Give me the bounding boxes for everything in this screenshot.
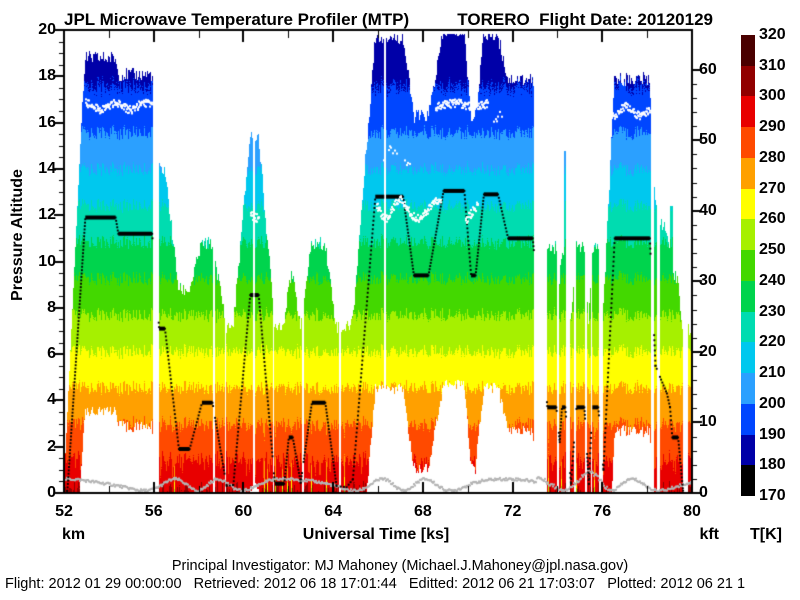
colorbar-tick-label: 220 bbox=[759, 333, 786, 351]
colorbar-segment bbox=[741, 127, 755, 158]
y-left-tick-label: 20 bbox=[38, 21, 56, 38]
y-right-tick-label: 0 bbox=[699, 484, 708, 501]
colorbar-segment bbox=[741, 35, 755, 66]
colorbar-tick-label: 300 bbox=[759, 87, 786, 105]
colorbar-tick-label: 230 bbox=[759, 302, 786, 320]
colorbar-segment bbox=[741, 465, 755, 497]
x-tick-label: 68 bbox=[413, 503, 432, 520]
y-left-tick-label: 0 bbox=[47, 484, 56, 501]
colorbar-tick-label: 200 bbox=[759, 394, 786, 412]
y-right-tick-label: 40 bbox=[699, 201, 717, 219]
x-tick-label: 56 bbox=[144, 503, 163, 520]
y-left-tick-label: 14 bbox=[38, 159, 56, 177]
colorbar-tick-label: 170 bbox=[759, 487, 786, 504]
y-left-tick-label: 10 bbox=[38, 252, 56, 270]
y-right-tick-label: 60 bbox=[699, 60, 717, 78]
y-left-tick-label: 2 bbox=[47, 437, 56, 455]
y-left-tick-label: 8 bbox=[47, 298, 56, 316]
colorbar-segment bbox=[741, 311, 755, 343]
x-tick-label: 72 bbox=[503, 503, 522, 520]
x-tick-label: 80 bbox=[683, 503, 701, 520]
x-tick-label: 64 bbox=[324, 503, 343, 520]
colorbar-segment bbox=[741, 403, 755, 435]
y-axis-label: Pressure Altitude bbox=[9, 169, 27, 301]
colorbar-tick-label: 310 bbox=[759, 56, 786, 74]
colorbar-tick-label: 260 bbox=[759, 210, 786, 228]
colorbar-tick-label: 270 bbox=[759, 179, 786, 197]
y-right-tick-label: 30 bbox=[699, 272, 717, 290]
colorbar-segment bbox=[741, 188, 755, 220]
y-right-tick-label: 20 bbox=[699, 342, 717, 360]
colorbar-segment bbox=[741, 434, 755, 466]
temperature-colorbar bbox=[741, 35, 755, 497]
colorbar-segment bbox=[741, 250, 755, 281]
colorbar-unit-label: T[K] bbox=[750, 526, 782, 543]
x-tick-label: 60 bbox=[234, 503, 253, 520]
y-left-tick-label: 16 bbox=[38, 113, 56, 131]
colorbar-segment bbox=[741, 280, 755, 312]
colorbar-segment bbox=[741, 219, 755, 251]
colorbar-tick-label: 210 bbox=[759, 364, 786, 382]
footer-info-line: Flight: 2012 01 29 00:00:00 Retrieved: 2… bbox=[5, 577, 746, 592]
x-tick-label: 52 bbox=[55, 503, 73, 520]
x-axis-label: Universal Time [ks] bbox=[302, 526, 450, 543]
km-unit-label: km bbox=[62, 526, 86, 543]
y-left-tick-label: 18 bbox=[38, 67, 56, 85]
colorbar-segment bbox=[741, 342, 755, 374]
colorbar-tick-label: 190 bbox=[759, 425, 786, 443]
colorbar-segment bbox=[741, 65, 755, 97]
y-right-tick-label: 10 bbox=[699, 413, 717, 431]
footer-pi-line: Principal Investigator: MJ Mahoney (Mich… bbox=[171, 558, 629, 574]
colorbar-tick-label: 320 bbox=[759, 26, 786, 43]
colorbar-segment bbox=[741, 96, 755, 128]
x-tick-label: 76 bbox=[593, 503, 612, 520]
colorbar-tick-label: 240 bbox=[759, 271, 786, 289]
plot-title-left: JPL Microwave Temperature Profiler (MTP) bbox=[64, 10, 410, 29]
plot-title-right: TORERO Flight Date: 20120129 bbox=[457, 10, 713, 29]
colorbar-segment bbox=[741, 373, 755, 404]
y-right-tick-label: 50 bbox=[699, 131, 717, 149]
colorbar-segment bbox=[741, 157, 755, 189]
colorbar-tick-label: 290 bbox=[759, 118, 786, 136]
kft-unit-label: kft bbox=[699, 526, 719, 543]
y-left-tick-label: 12 bbox=[38, 206, 56, 224]
colorbar-tick-label: 250 bbox=[759, 241, 786, 259]
colorbar-tick-label: 180 bbox=[759, 456, 786, 474]
colorbar-tick-label: 280 bbox=[759, 148, 786, 166]
y-left-tick-label: 6 bbox=[47, 345, 56, 363]
y-left-tick-label: 4 bbox=[47, 391, 56, 409]
